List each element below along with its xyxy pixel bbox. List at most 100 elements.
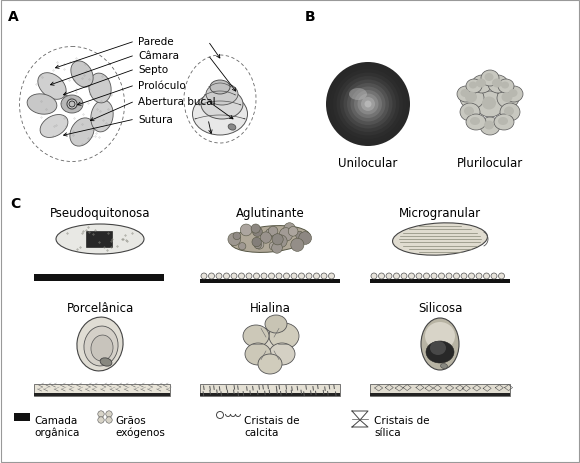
- Circle shape: [240, 225, 252, 236]
- Ellipse shape: [441, 363, 448, 369]
- Ellipse shape: [77, 317, 123, 371]
- Circle shape: [252, 238, 262, 247]
- Circle shape: [340, 77, 396, 133]
- Ellipse shape: [252, 328, 288, 360]
- Circle shape: [461, 274, 467, 279]
- Circle shape: [393, 274, 400, 279]
- Ellipse shape: [481, 71, 499, 87]
- Circle shape: [291, 239, 304, 252]
- Circle shape: [357, 94, 379, 115]
- Circle shape: [431, 274, 437, 279]
- Circle shape: [272, 234, 283, 245]
- Ellipse shape: [480, 118, 500, 136]
- Circle shape: [274, 235, 287, 248]
- Ellipse shape: [505, 87, 523, 103]
- Text: Parede: Parede: [138, 37, 173, 47]
- Text: C: C: [10, 197, 20, 211]
- Circle shape: [321, 274, 327, 279]
- Circle shape: [271, 243, 282, 254]
- Circle shape: [314, 274, 320, 279]
- Circle shape: [326, 63, 410, 147]
- Text: Câmara: Câmara: [138, 51, 179, 61]
- Ellipse shape: [494, 115, 514, 131]
- Text: B: B: [305, 10, 316, 24]
- Ellipse shape: [269, 343, 295, 365]
- Ellipse shape: [27, 94, 57, 115]
- Circle shape: [491, 274, 497, 279]
- Ellipse shape: [457, 87, 475, 103]
- Bar: [200, 384, 340, 396]
- Ellipse shape: [91, 101, 113, 132]
- Ellipse shape: [482, 97, 496, 110]
- Circle shape: [106, 411, 112, 417]
- Ellipse shape: [426, 341, 454, 363]
- Circle shape: [269, 274, 274, 279]
- Circle shape: [284, 223, 295, 235]
- Circle shape: [333, 70, 403, 140]
- Ellipse shape: [393, 223, 487, 256]
- Circle shape: [361, 98, 375, 112]
- Circle shape: [328, 274, 335, 279]
- Ellipse shape: [69, 102, 75, 108]
- Ellipse shape: [91, 335, 113, 361]
- Ellipse shape: [89, 74, 111, 104]
- Circle shape: [238, 274, 245, 279]
- Ellipse shape: [502, 93, 513, 103]
- Circle shape: [223, 274, 230, 279]
- Text: Cristais de
sílica: Cristais de sílica: [374, 415, 430, 437]
- Circle shape: [279, 228, 293, 242]
- Text: Silicosa: Silicosa: [418, 301, 462, 314]
- Circle shape: [296, 232, 303, 239]
- Ellipse shape: [484, 74, 494, 82]
- Ellipse shape: [61, 96, 83, 114]
- Circle shape: [246, 274, 252, 279]
- Circle shape: [299, 274, 304, 279]
- Bar: [34, 275, 164, 282]
- Ellipse shape: [469, 82, 477, 89]
- Circle shape: [347, 84, 389, 126]
- Ellipse shape: [193, 94, 248, 136]
- Ellipse shape: [230, 226, 310, 253]
- Ellipse shape: [71, 62, 93, 88]
- Circle shape: [231, 274, 237, 279]
- Circle shape: [269, 227, 278, 237]
- Circle shape: [251, 225, 260, 234]
- Ellipse shape: [40, 115, 68, 138]
- Bar: [370, 279, 510, 283]
- Circle shape: [423, 274, 430, 279]
- Ellipse shape: [498, 80, 514, 94]
- Circle shape: [284, 274, 289, 279]
- Ellipse shape: [228, 125, 236, 131]
- Text: Cristais de
calcita: Cristais de calcita: [244, 415, 299, 437]
- Text: Prolóculo: Prolóculo: [138, 81, 186, 91]
- Circle shape: [416, 274, 422, 279]
- Circle shape: [261, 274, 267, 279]
- Ellipse shape: [38, 74, 66, 100]
- Ellipse shape: [430, 341, 446, 355]
- Ellipse shape: [201, 90, 243, 120]
- Circle shape: [379, 274, 385, 279]
- Circle shape: [269, 242, 278, 250]
- Circle shape: [438, 274, 444, 279]
- Ellipse shape: [245, 343, 271, 365]
- Circle shape: [469, 274, 474, 279]
- Ellipse shape: [425, 322, 455, 350]
- Ellipse shape: [70, 119, 94, 147]
- Ellipse shape: [498, 118, 508, 126]
- Ellipse shape: [484, 121, 494, 130]
- Circle shape: [260, 232, 271, 244]
- Circle shape: [498, 274, 505, 279]
- Ellipse shape: [421, 319, 459, 370]
- Bar: [200, 393, 340, 396]
- Ellipse shape: [265, 315, 287, 333]
- Ellipse shape: [243, 325, 269, 347]
- Circle shape: [401, 274, 407, 279]
- Ellipse shape: [476, 92, 504, 118]
- Circle shape: [354, 91, 382, 119]
- Circle shape: [386, 274, 392, 279]
- Ellipse shape: [460, 88, 484, 110]
- Ellipse shape: [56, 225, 144, 255]
- Circle shape: [336, 73, 400, 136]
- Circle shape: [266, 229, 274, 238]
- Circle shape: [454, 274, 459, 279]
